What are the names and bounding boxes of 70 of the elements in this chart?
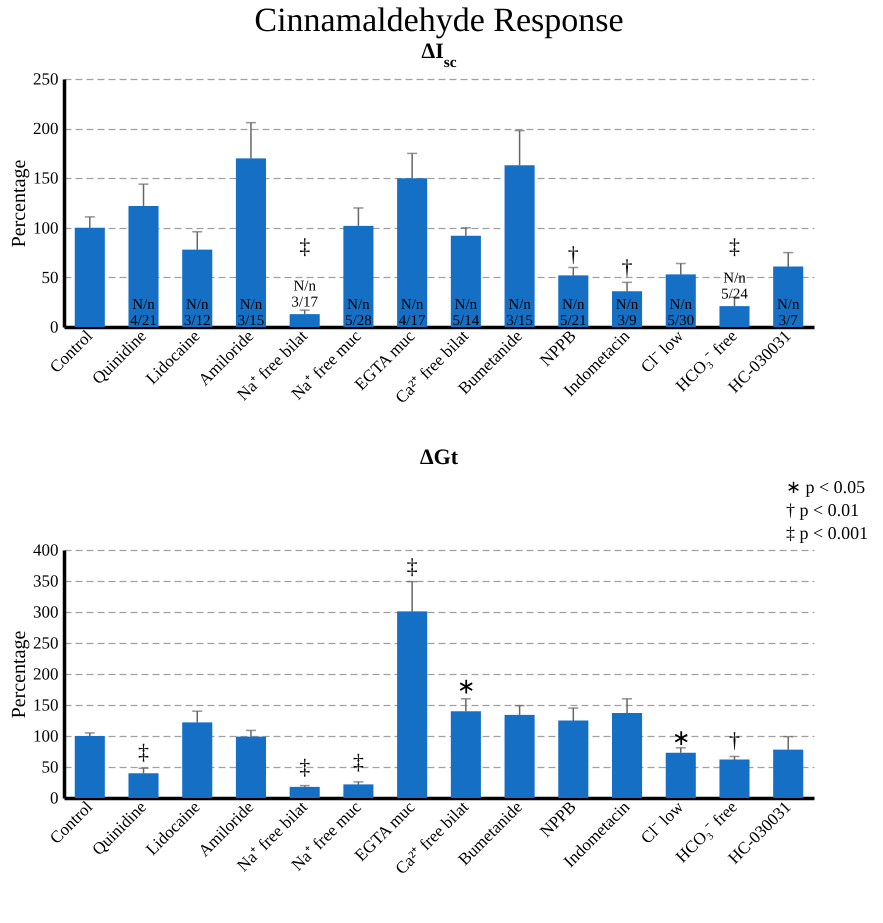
bar: [74, 228, 105, 327]
annotation: ‡: [728, 234, 740, 259]
y-axis-title: Percentage: [8, 160, 30, 248]
bar: [343, 784, 374, 798]
text: † p < 0.01: [786, 500, 860, 520]
annotation: ‡: [299, 754, 310, 779]
annotation: ‡: [406, 554, 418, 579]
y-tick-label: 200: [33, 119, 58, 138]
annotation: ‡: [138, 739, 150, 764]
annotation: N/n 3/15: [506, 297, 533, 330]
y-axis-title: Percentage: [8, 630, 30, 718]
text: ‡ p < 0.001: [786, 523, 868, 543]
bar: [450, 236, 481, 327]
annotation: N/n 5/28: [345, 297, 372, 330]
bar: [343, 226, 374, 327]
annotation: ∗: [456, 673, 475, 698]
y-tick-label: 50: [42, 268, 58, 287]
annotation: N/n 3/12: [184, 297, 211, 330]
annotation: ‡: [299, 234, 310, 259]
y-tick-label: 150: [33, 168, 58, 188]
bar: [612, 713, 642, 798]
bar: [128, 206, 159, 327]
bar: [558, 720, 588, 798]
annotation: N/n 5/24: [721, 270, 748, 302]
annotation: N/n 3/15: [238, 297, 264, 330]
y-tick-label: 200: [33, 664, 58, 684]
y-tick-label: 350: [33, 572, 58, 590]
y-tick-label: 250: [33, 70, 58, 88]
annotation: N/n 3/9: [616, 297, 639, 330]
y-tick-label: 100: [33, 218, 58, 238]
bar: [128, 773, 159, 798]
annotation: N/n 5/30: [667, 297, 694, 330]
annotation: †: [622, 254, 633, 280]
bar: [666, 752, 696, 798]
bar: [236, 158, 266, 327]
bar: [719, 760, 750, 798]
y-tick-label: 300: [33, 602, 58, 622]
annotation: N/n 4/21: [130, 297, 157, 330]
bar: [182, 722, 212, 798]
annotation: N/n 3/17: [291, 278, 319, 310]
bar: [504, 714, 535, 798]
bar: [236, 736, 266, 798]
chart-subtitle: ΔI$_{sc}$: [421, 38, 457, 70]
chart-title: ΔGt: [420, 444, 459, 469]
annotation: N/n 5/14: [452, 297, 480, 330]
bar: [773, 266, 804, 327]
annotation: †: [728, 727, 740, 752]
bar: [290, 314, 320, 327]
bar: [397, 178, 428, 327]
y-tick-label: 100: [33, 726, 58, 746]
bar: [74, 736, 105, 798]
bar: [450, 711, 481, 798]
bar: [504, 165, 535, 327]
y-tick-label: 250: [33, 634, 58, 652]
bar: [773, 750, 804, 798]
y-tick-label: 150: [33, 696, 58, 714]
annotation: ∗: [672, 724, 690, 750]
text: ∗ p < 0.05: [786, 477, 866, 497]
bar: [290, 786, 320, 798]
y-tick-label: 400: [33, 540, 58, 560]
y-tick-label: 50: [42, 758, 58, 776]
bar: [397, 611, 428, 798]
chart-title: Cinnamaldehyde Response: [254, 2, 624, 39]
bar: [719, 306, 750, 327]
annotation: N/n 3/7: [776, 297, 800, 330]
annotation: N/n 5/21: [560, 297, 587, 330]
bar: [182, 250, 212, 327]
annotation: †: [568, 242, 579, 267]
annotation: ‡: [352, 749, 364, 774]
annotation: N/n 4/17: [398, 297, 426, 330]
